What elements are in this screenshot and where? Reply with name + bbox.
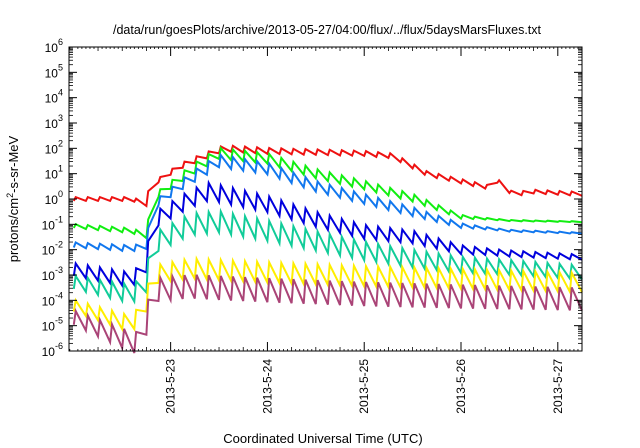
series-line-4 — [72, 179, 583, 289]
y-tick-label-exponent: 2 — [58, 138, 63, 148]
x-axis: 2013-5-23 2013-5-24 2013-5-25 2013-5-26 2013… — [69, 47, 579, 414]
x-tick-label: 2013-5-25 — [357, 359, 371, 414]
y-tick-label: 10-5 — [42, 316, 63, 334]
series-line-2 — [72, 145, 583, 241]
y-tick-label: 106 — [45, 37, 63, 55]
y-tick-label-base: 10 — [42, 244, 56, 258]
y-tick-label-exponent: 5 — [58, 62, 63, 72]
y-tick-label: 10-1 — [42, 214, 63, 232]
y-tick-label-base: 10 — [45, 41, 59, 55]
y-tick-label-exponent: -2 — [55, 240, 63, 250]
y-axis-title-superscript: 2 — [5, 193, 15, 198]
y-tick-label-exponent: 6 — [58, 37, 63, 47]
y-tick-label-exponent: 4 — [58, 88, 63, 98]
y-tick-label-base: 10 — [42, 269, 56, 283]
y-tick-label-exponent: -6 — [55, 341, 63, 351]
series-line-3 — [72, 152, 583, 253]
x-tick-label: 2013-5-23 — [164, 359, 178, 414]
y-tick-label-base: 10 — [45, 142, 59, 156]
y-tick-label-base: 10 — [45, 193, 59, 207]
y-tick-label: 105 — [45, 62, 63, 80]
series-line-1 — [72, 144, 583, 208]
y-tick-label-exponent: 3 — [58, 113, 63, 123]
y-tick-label: 101 — [45, 164, 63, 182]
y-tick-label-exponent: -5 — [55, 316, 63, 326]
y-axis-title: protons/cm2-s-sr-MeV — [5, 135, 21, 262]
y-tick-label: 102 — [45, 138, 63, 156]
y-tick-label-base: 10 — [42, 345, 56, 359]
y-tick-label-base: 10 — [45, 66, 59, 80]
y-axis-title-unit: -s-sr-MeV — [6, 135, 21, 192]
y-tick-label: 10-3 — [42, 265, 63, 283]
y-tick-label: 10-4 — [42, 290, 63, 308]
y-tick-label-base: 10 — [42, 218, 56, 232]
y-tick-label: 100 — [45, 189, 63, 207]
y-tick-label-base: 10 — [45, 117, 59, 131]
y-tick-label-exponent: 1 — [58, 164, 63, 174]
y-tick-label: 10-6 — [42, 341, 63, 359]
y-tick-label: 10-2 — [42, 240, 63, 258]
y-tick-label: 104 — [45, 88, 63, 106]
x-axis-title: Coordinated Universal Time (UTC) — [223, 431, 422, 446]
y-axis-title-main: protons/cm — [6, 198, 21, 262]
x-tick-label: 2013-5-24 — [260, 359, 274, 414]
y-tick-label: 103 — [45, 113, 63, 131]
x-tick-label: 2013-5-27 — [551, 359, 565, 414]
y-tick-label-exponent: -4 — [55, 290, 63, 300]
y-tick-label-exponent: 0 — [58, 189, 63, 199]
series-layer — [72, 144, 583, 354]
series-line-6 — [72, 255, 583, 333]
y-tick-label-exponent: -1 — [55, 214, 63, 224]
chart-title: /data/run/goesPlots/archive/2013-05-27/0… — [113, 23, 542, 37]
y-axis: 10-610-510-410-310-210-11001011021031041… — [42, 37, 582, 359]
series-line-7 — [72, 272, 583, 354]
y-tick-label-base: 10 — [42, 294, 56, 308]
y-tick-label-exponent: -3 — [55, 265, 63, 275]
y-tick-label-base: 10 — [42, 320, 56, 334]
y-tick-label-base: 10 — [45, 92, 59, 106]
series-line-5 — [72, 207, 583, 305]
y-tick-label-base: 10 — [45, 168, 59, 182]
x-tick-label: 2013-5-26 — [454, 359, 468, 414]
